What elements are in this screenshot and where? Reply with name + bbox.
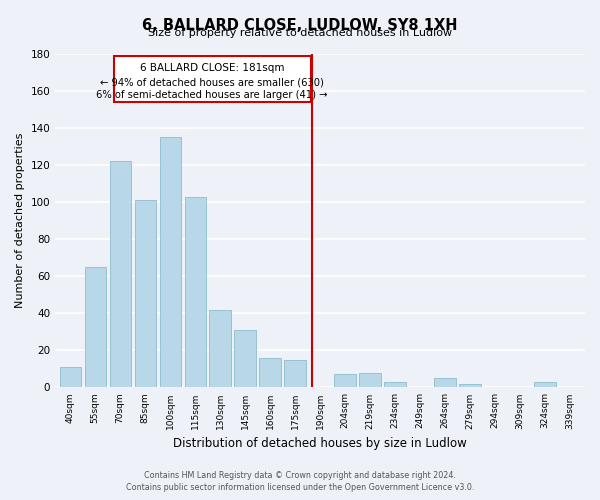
Bar [385,382,406,388]
Text: Size of property relative to detached houses in Ludlow: Size of property relative to detached ho… [148,28,452,38]
Bar [134,200,156,388]
Y-axis label: Number of detached properties: Number of detached properties [15,133,25,308]
FancyBboxPatch shape [114,56,311,102]
Bar [59,367,81,388]
Bar [284,360,306,388]
Bar [185,196,206,388]
Bar [85,267,106,388]
Bar [259,358,281,388]
Bar [235,330,256,388]
Bar [535,382,556,388]
Text: 6, BALLARD CLOSE, LUDLOW, SY8 1XH: 6, BALLARD CLOSE, LUDLOW, SY8 1XH [142,18,458,32]
Bar [359,372,380,388]
Text: Contains HM Land Registry data © Crown copyright and database right 2024.
Contai: Contains HM Land Registry data © Crown c… [126,471,474,492]
Bar [460,384,481,388]
Text: ← 94% of detached houses are smaller (630): ← 94% of detached houses are smaller (63… [100,77,324,87]
Bar [160,138,181,388]
Bar [209,310,231,388]
Bar [110,162,131,388]
X-axis label: Distribution of detached houses by size in Ludlow: Distribution of detached houses by size … [173,437,467,450]
Bar [334,374,356,388]
Text: 6% of semi-detached houses are larger (41) →: 6% of semi-detached houses are larger (4… [97,90,328,100]
Text: 6 BALLARD CLOSE: 181sqm: 6 BALLARD CLOSE: 181sqm [140,64,284,74]
Bar [434,378,455,388]
